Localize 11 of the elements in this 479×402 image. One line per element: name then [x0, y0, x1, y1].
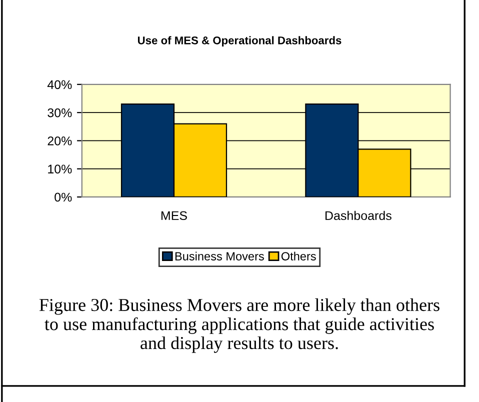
y-tick-label: 20% — [48, 136, 72, 146]
y-tick-label: 0% — [54, 192, 72, 202]
x-tick-label: MES — [161, 211, 187, 220]
y-tick-label: 10% — [48, 164, 72, 174]
legend-label: Others — [281, 252, 316, 260]
caption: Figure 30: Business Movers are more likely than others to use manufacturing applications that guide activities and display results to users. — [39, 298, 440, 353]
x-tick-label: Dashboards — [326, 210, 392, 220]
y-tick-label: 30% — [48, 108, 72, 118]
y-tick-label: 40% — [47, 80, 72, 90]
legend-label: Business Movers — [175, 252, 264, 260]
chart-title: Use of MES & Operational Dashboards — [138, 36, 342, 47]
